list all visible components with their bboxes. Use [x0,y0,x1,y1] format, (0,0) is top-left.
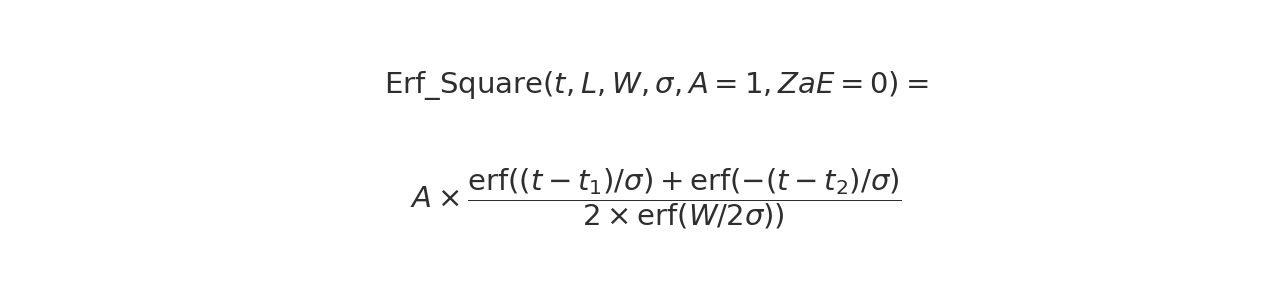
Text: $A \times \dfrac{\mathrm{erf}((t - t_1)/\sigma) + \mathrm{erf}(-(t - t_2)/\sigma: $A \times \dfrac{\mathrm{erf}((t - t_1)/… [410,166,902,231]
Text: $\mathrm{Erf\_Square}(t, L, W, \sigma, A = 1, ZaE = 0) =$: $\mathrm{Erf\_Square}(t, L, W, \sigma, A… [384,69,928,102]
